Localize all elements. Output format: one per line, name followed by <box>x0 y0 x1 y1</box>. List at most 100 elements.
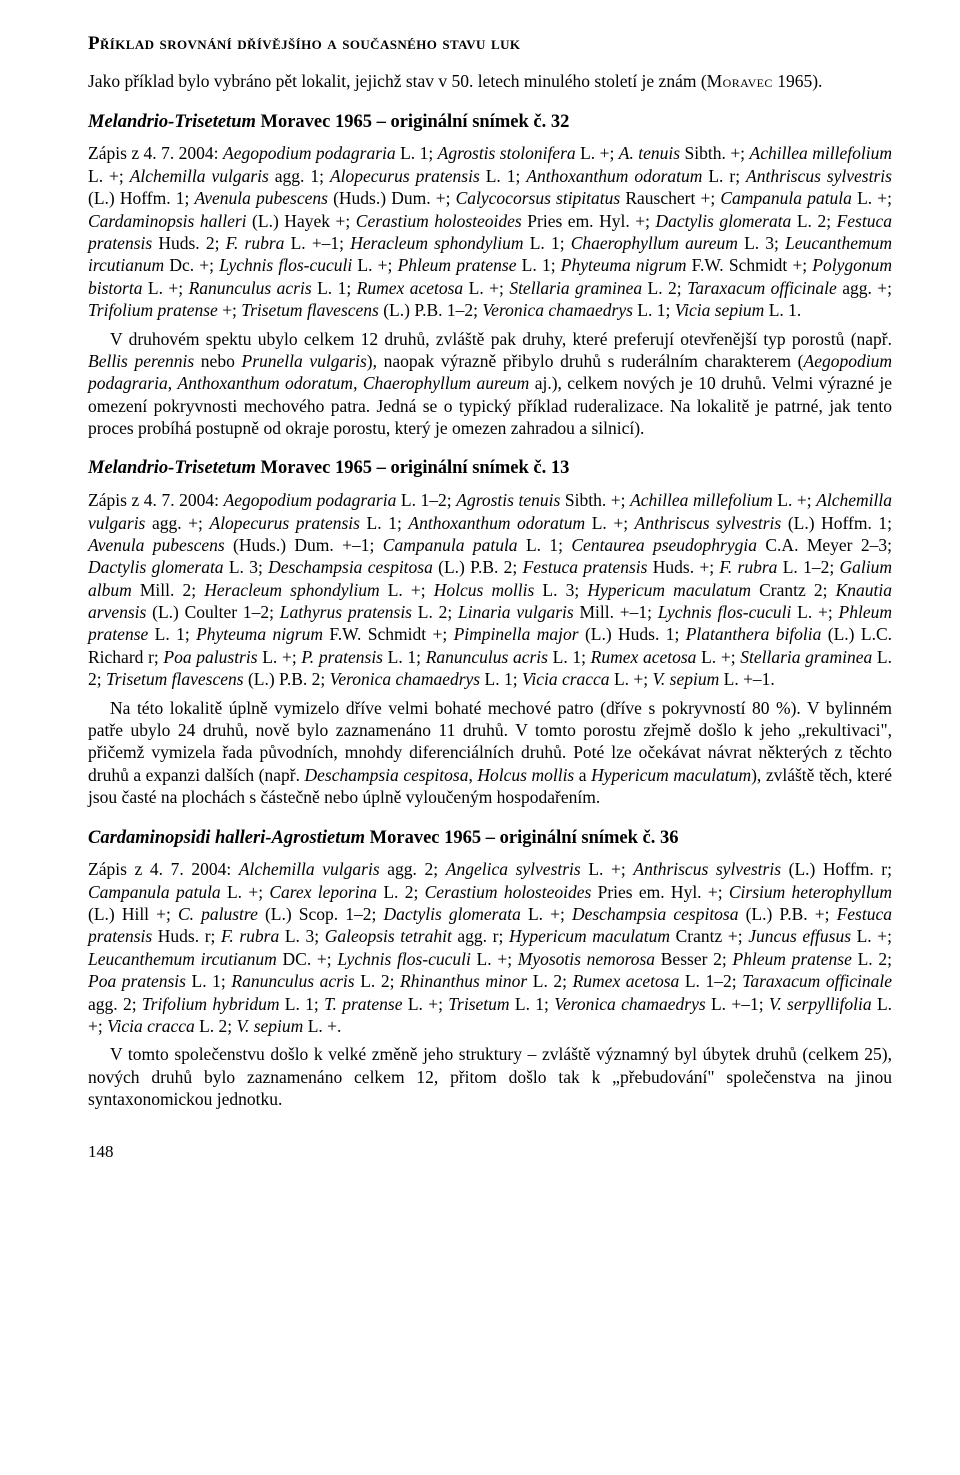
taxon: Linaria vulgaris <box>458 602 574 622</box>
subsection-heading-2: Melandrio-Trisetetum Moravec 1965 – orig… <box>88 457 892 481</box>
body-paragraph-2: Na této lokalitě úplně vymizelo dříve ve… <box>88 697 892 809</box>
taxon: Dactylis glomerata <box>88 557 224 577</box>
heading-rest: Moravec 1965 – originální snímek č. 32 <box>256 112 569 132</box>
taxon: Agrostis stolonifera <box>438 143 576 163</box>
val: L. +; <box>142 278 188 298</box>
val: agg. +; <box>145 513 209 533</box>
taxon: Ranunculus acris <box>426 647 548 667</box>
taxon: Campanula patula <box>383 535 518 555</box>
taxon: Cerastium holosteoides <box>425 882 592 902</box>
val: L. +; <box>696 647 740 667</box>
taxon: Avenula pubescens <box>88 535 225 555</box>
body-paragraph-3: V tomto společenstvu došlo k velké změně… <box>88 1043 892 1110</box>
taxon: Festuca pratensis <box>523 557 648 577</box>
val: L. +; <box>380 580 434 600</box>
text: a <box>574 765 591 785</box>
text: Zápis z 4. 7. 2004: <box>88 143 223 163</box>
val: L. +; <box>258 647 302 667</box>
taxon: Cardaminopsis halleri <box>88 211 247 231</box>
taxon: Lychnis flos-cuculi <box>658 602 792 622</box>
taxon: Avenula pubescens <box>194 188 327 208</box>
val: L. 2; <box>852 949 892 969</box>
taxon: Trisetum <box>448 994 509 1014</box>
val: agg. 2; <box>380 859 446 879</box>
val: C.A. Meyer 2–3; <box>757 535 892 555</box>
taxon: Anthoxanthum odoratum <box>526 166 702 186</box>
author-name: Moravec <box>707 71 773 91</box>
taxon: Chaerophyllum aureum <box>363 373 529 393</box>
taxon: Hypericum maculatum <box>587 580 751 600</box>
val: L. +–1; <box>284 233 350 253</box>
taxon: Juncus effusus <box>748 926 851 946</box>
taxon: Vicia cracca <box>522 669 610 689</box>
val: L. +–1; <box>706 994 769 1014</box>
taxon: Deschampsia cespitosa <box>268 557 433 577</box>
val: (L.) Huds. 1; <box>579 624 686 644</box>
taxon: Myosotis nemorosa <box>518 949 655 969</box>
val: (L.) P.B. +; <box>739 904 837 924</box>
taxon: Anthoxanthum odoratum <box>178 373 354 393</box>
val: Crantz 2; <box>751 580 836 600</box>
val: (L.) P.B. 2; <box>244 669 330 689</box>
val: L. 1; <box>548 647 591 667</box>
val: L. 1; <box>383 647 426 667</box>
val: L. 2; <box>195 1016 237 1036</box>
text: V druhovém spektu ubylo celkem 12 druhů,… <box>110 329 892 349</box>
val: (L.) P.B. 1–2; <box>379 300 483 320</box>
releve-list-2: Zápis z 4. 7. 2004: Aegopodium podagrari… <box>88 489 892 691</box>
val: L. 2; <box>527 971 572 991</box>
text: nebo <box>194 351 241 371</box>
taxon: Alopecurus pratensis <box>210 513 360 533</box>
val: L. +; <box>585 513 635 533</box>
val: L. 1; <box>633 300 675 320</box>
val: L. +; <box>352 255 397 275</box>
text: V tomto společenstvu došlo k velké změně… <box>88 1044 892 1109</box>
taxon: A. tenuis <box>619 143 680 163</box>
val: agg. 2; <box>88 994 142 1014</box>
taxon: Dactylis glomerata <box>383 904 520 924</box>
taxon: Trisetum flavescens <box>241 300 379 320</box>
val: L. 3; <box>738 233 785 253</box>
val: Mill. 2; <box>132 580 205 600</box>
val: L. +. <box>303 1016 341 1036</box>
val: L. 3; <box>534 580 587 600</box>
releve-list-1: Zápis z 4. 7. 2004: Aegopodium podagrari… <box>88 142 892 321</box>
val: L. 1; <box>480 669 522 689</box>
heading-text: Příklad srovnání dřívějšího a současného… <box>88 33 520 54</box>
taxon: Agrostis tenuis <box>456 490 560 510</box>
taxon: Taraxacum officinale <box>742 971 892 991</box>
val: F.W. Schmidt +; <box>686 255 812 275</box>
taxon: F. rubra <box>221 926 279 946</box>
taxon: Prunella vulgaris <box>242 351 367 371</box>
taxon: Phyteuma nigrum <box>196 624 323 644</box>
taxon: Trisetum flavescens <box>106 669 244 689</box>
taxon: V. serpyllifolia <box>769 994 872 1014</box>
taxon: Deschampsia cespitosa <box>305 765 469 785</box>
taxon: Ranunculus acris <box>231 971 354 991</box>
val: L. 2; <box>412 602 458 622</box>
taxon: Lathyrus pratensis <box>280 602 412 622</box>
taxon: C. palustre <box>178 904 258 924</box>
val: L. 3; <box>279 926 324 946</box>
val: Mill. +–1; <box>574 602 658 622</box>
heading-rest: Moravec 1965 – originální snímek č. 13 <box>256 458 569 478</box>
taxon: Aegopodium podagraria <box>223 143 396 163</box>
text: , <box>168 373 178 393</box>
taxon: Rumex acetosa <box>591 647 697 667</box>
taxon: Poa pratensis <box>88 971 186 991</box>
val: L. 2; <box>355 971 400 991</box>
val: (L.) Hoffm. 1; <box>88 188 194 208</box>
taxon: V. sepium <box>652 669 719 689</box>
val: L. 1. <box>764 300 801 320</box>
taxon: Poa palustris <box>163 647 257 667</box>
val: L. 1; <box>524 233 571 253</box>
taxon: Pimpinella major <box>454 624 579 644</box>
releve-list-3: Zápis z 4. 7. 2004: Alchemilla vulgaris … <box>88 858 892 1037</box>
binomen: Melandrio-Trisetetum <box>88 112 256 132</box>
val: agg. r; <box>452 926 509 946</box>
val: (L.) Hoffm. r; <box>781 859 892 879</box>
taxon: Centaurea pseudophrygia <box>571 535 757 555</box>
val: F.W. Schmidt +; <box>323 624 454 644</box>
taxon: Alopecurus pratensis <box>330 166 480 186</box>
val: L. 1; <box>148 624 196 644</box>
